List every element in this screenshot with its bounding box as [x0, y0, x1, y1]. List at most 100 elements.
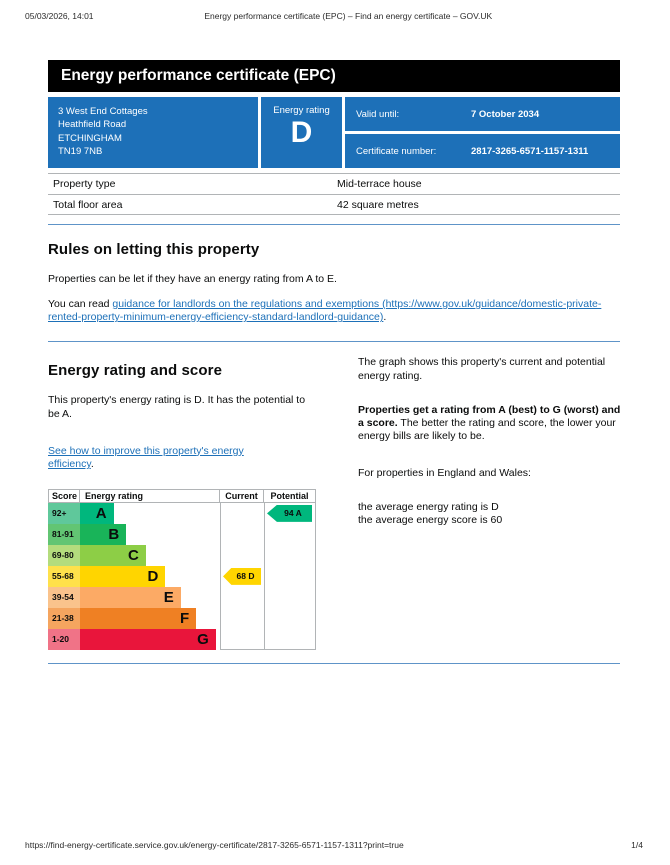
rating-score-left-column: Energy rating and score This property's …: [48, 342, 348, 650]
letting-rules-para1: Properties can be let if they have an en…: [48, 273, 337, 285]
landlord-guidance-link[interactable]: guidance for landlords on the regulation…: [48, 298, 602, 324]
property-summary-table: Property type Mid-terrace house Total fl…: [48, 173, 620, 215]
table-row: Total floor area 42 square metres: [48, 194, 620, 215]
epc-band-letter: C: [127, 546, 139, 564]
address-line-3: ETCHINGHAM: [58, 132, 122, 144]
epc-score-cell: 39-54: [48, 586, 80, 608]
certificate-page: Energy performance certificate (EPC) 3 W…: [48, 60, 620, 664]
guidance-text-prefix: You can read: [48, 298, 113, 311]
rating-and-score-section: Energy rating and score This property's …: [48, 342, 620, 650]
score-column-header: Score: [49, 489, 80, 502]
epc-band-bar-d: D: [80, 565, 166, 587]
epc-score-cell: 21-38: [48, 607, 80, 629]
epc-band-bar-c: C: [80, 544, 146, 566]
epc-bar-area: D: [80, 565, 220, 587]
epc-band-rows: 92+ A 81-91 B 69-80 C 55-68 D 39-54 E 21-38 F 1-20 G: [48, 502, 220, 650]
rating-score-right-column: The graph shows this property's current …: [348, 342, 626, 650]
epc-band-row: 92+ A: [48, 502, 220, 524]
print-footer: https://find-energy-certificate.service.…: [25, 840, 643, 850]
epc-band-letter: A: [95, 504, 107, 522]
property-type-value: Mid-terrace house: [337, 178, 422, 190]
potential-column-header: Potential: [270, 490, 309, 501]
energy-rating-value: D: [290, 116, 313, 149]
rating-range-rest: The better the rating and score, the low…: [358, 416, 616, 442]
epc-band-bar-g: G: [80, 628, 216, 650]
epc-band-letter: E: [163, 588, 174, 606]
rating-range-para: Properties get a rating from A (best) to…: [358, 404, 626, 443]
epc-band-row: 1-20 G: [48, 628, 220, 650]
epc-band-letter: G: [197, 630, 209, 648]
table-row: Property type Mid-terrace house: [48, 173, 620, 194]
current-column-header: Current: [220, 489, 264, 502]
section-divider: [48, 662, 620, 664]
average-rating-line: the average energy rating is D: [358, 501, 499, 514]
improve-link-suffix: .: [90, 458, 94, 471]
print-datetime: 05/03/2026, 14:01: [25, 11, 94, 21]
epc-band-row: 81-91 B: [48, 523, 220, 545]
print-page-number: 1/4: [631, 840, 643, 850]
epc-current-column: 68 D: [220, 502, 265, 650]
epc-band-bar-e: E: [80, 586, 181, 608]
energy-rating-label: Energy rating: [273, 105, 330, 116]
epc-graph-header: Score Energy rating Current Potential: [48, 488, 316, 503]
print-header: 05/03/2026, 14:01 Energy performance cer…: [25, 11, 643, 21]
energy-rating-column-header: Energy rating: [80, 489, 220, 502]
epc-band-bar-f: F: [80, 607, 197, 629]
letting-rules-heading: Rules on letting this property: [48, 241, 260, 258]
property-address: 3 West End Cottages Heathfield Road ETCH…: [48, 97, 258, 168]
epc-potential-column: 94 A: [265, 502, 316, 650]
address-line-4: TN19 7NB: [58, 146, 103, 158]
section-divider: [48, 341, 620, 343]
epc-band-bar-a: A: [80, 502, 114, 524]
address-line-2: Heathfield Road: [58, 119, 127, 131]
energy-rating-box: Energy rating D: [261, 97, 342, 168]
rating-range-bold: Properties get a rating from A (best) to…: [358, 403, 621, 429]
epc-band-row: 69-80 C: [48, 544, 220, 566]
certificate-number-label: Certificate number:: [356, 145, 437, 157]
epc-bar-area: C: [80, 544, 220, 566]
epc-bar-area: E: [80, 586, 220, 608]
epc-bar-area: A: [80, 502, 220, 524]
print-url: https://find-energy-certificate.service.…: [25, 840, 404, 850]
section-divider: [48, 224, 620, 225]
epc-bar-area: B: [80, 523, 220, 545]
epc-current-arrow: 68 D: [223, 567, 261, 585]
england-wales-para: For properties in England and Wales:: [358, 467, 531, 479]
improve-efficiency-link[interactable]: See how to improve this property's energ…: [48, 444, 244, 471]
property-type-label: Property type: [53, 178, 116, 190]
floor-area-value: 42 square metres: [337, 198, 419, 211]
epc-band-bar-b: B: [80, 523, 127, 545]
epc-score-cell: 81-91: [48, 523, 80, 545]
floor-area-label: Total floor area: [53, 198, 123, 211]
guidance-text-suffix: .: [383, 311, 387, 324]
epc-graph-body: 92+ A 81-91 B 69-80 C 55-68 D 39-54 E 21-38 F 1-20 G …: [48, 502, 316, 650]
certificate-summary: 3 West End Cottages Heathfield Road ETCH…: [48, 97, 620, 168]
banner-title: Energy performance certificate (EPC): [61, 67, 336, 84]
epc-band-row: 55-68 D: [48, 565, 220, 587]
epc-band-letter: B: [108, 525, 120, 543]
print-page-title: Energy performance certificate (EPC) – F…: [204, 11, 493, 21]
epc-band-row: 21-38 F: [48, 607, 220, 629]
certificate-details: Valid until: 7 October 2034 Certificate …: [345, 97, 620, 168]
epc-score-cell: 1-20: [48, 628, 80, 650]
valid-until-value: 7 October 2034: [471, 108, 540, 120]
epc-score-cell: 55-68: [48, 565, 80, 587]
epc-score-cell: 69-80: [48, 544, 80, 566]
rating-score-para: This property's energy rating is D. It h…: [48, 394, 306, 420]
epc-bar-area: F: [80, 607, 220, 629]
epc-band-letter: D: [147, 567, 159, 585]
epc-score-cell: 92+: [48, 502, 80, 524]
certificate-banner: Energy performance certificate (EPC): [48, 60, 620, 92]
certificate-number-value: 2817-3265-6571-1157-1311: [471, 145, 589, 157]
average-score-line: the average energy score is 60: [358, 514, 503, 527]
epc-band-row: 39-54 E: [48, 586, 220, 608]
valid-until-row: Valid until: 7 October 2034: [345, 97, 620, 131]
certificate-number-row: Certificate number: 2817-3265-6571-1157-…: [345, 134, 620, 168]
valid-until-label: Valid until:: [356, 108, 400, 120]
rating-score-heading: Energy rating and score: [48, 362, 223, 380]
epc-rating-graph: Score Energy rating Current Potential 92…: [48, 488, 316, 650]
improve-link-wrap: See how to improve this property's energ…: [48, 445, 280, 472]
letting-rules-para2: You can read guidance for landlords on t…: [48, 298, 620, 324]
graph-explainer-para: The graph shows this property's current …: [358, 356, 606, 382]
address-line-1: 3 West End Cottages: [58, 106, 148, 117]
